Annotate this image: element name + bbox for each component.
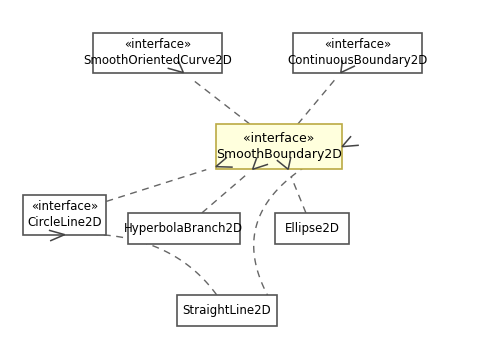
- Bar: [128, 213, 240, 244]
- Text: «interface»
SmoothOrientedCurve2D: «interface» SmoothOrientedCurve2D: [83, 38, 232, 67]
- Text: «interface»
ContinuousBoundary2D: «interface» ContinuousBoundary2D: [287, 38, 428, 67]
- Text: HyperbolaBranch2D: HyperbolaBranch2D: [124, 222, 243, 235]
- Bar: [23, 195, 106, 234]
- Text: «interface»
SmoothBoundary2D: «interface» SmoothBoundary2D: [216, 132, 342, 161]
- Bar: [177, 295, 277, 326]
- Text: Ellipse2D: Ellipse2D: [285, 222, 340, 235]
- Bar: [93, 33, 222, 73]
- Bar: [275, 213, 349, 244]
- Bar: [216, 124, 342, 169]
- Bar: [293, 33, 422, 73]
- Text: «interface»
CircleLine2D: «interface» CircleLine2D: [27, 200, 102, 229]
- Text: StraightLine2D: StraightLine2D: [182, 304, 271, 317]
